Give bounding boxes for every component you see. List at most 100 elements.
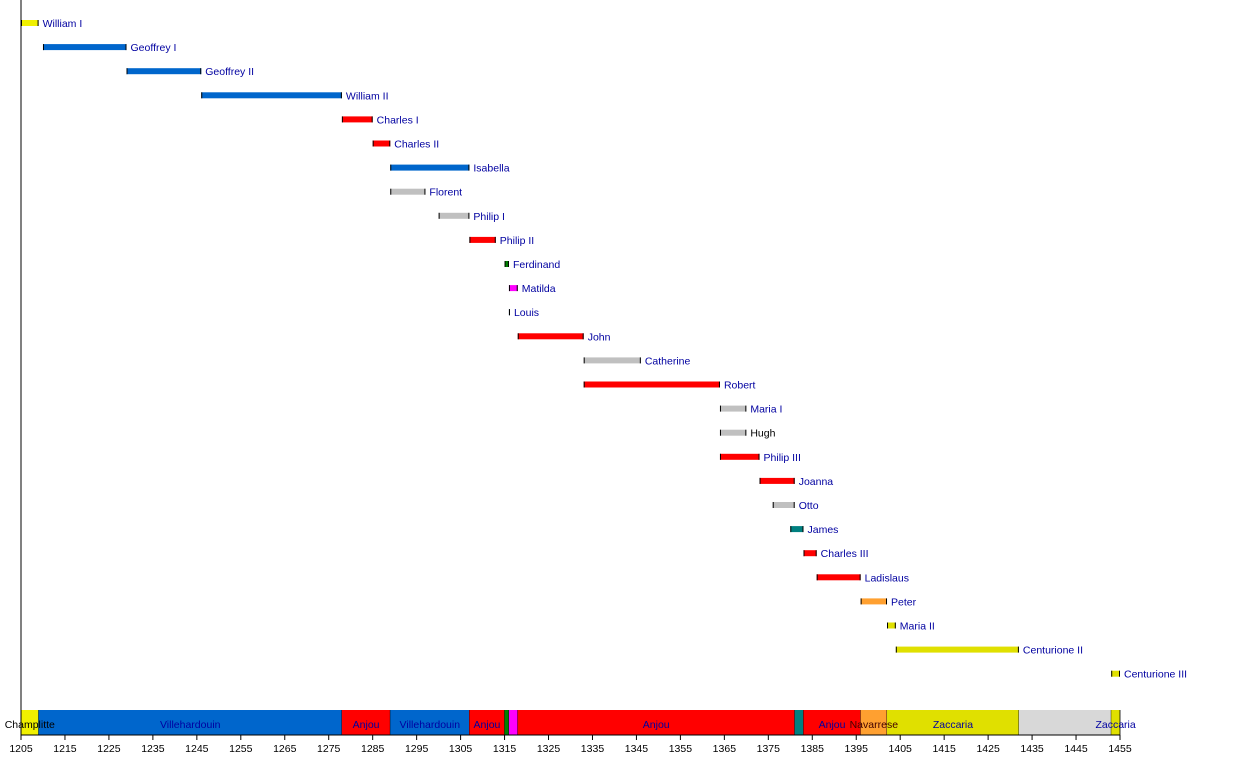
reign-end-tick bbox=[639, 357, 641, 364]
reign-label: Robert bbox=[724, 380, 756, 392]
x-tick-label: 1385 bbox=[801, 743, 825, 755]
dynasty-label: Anjou bbox=[353, 719, 380, 731]
reign-label: William I bbox=[43, 18, 83, 30]
dynasty-segment bbox=[469, 710, 505, 735]
dynasty-segment bbox=[803, 710, 861, 735]
reign-start-tick bbox=[390, 164, 392, 171]
reign-end-tick bbox=[494, 236, 496, 243]
reign-bar bbox=[372, 140, 391, 147]
reign-bar bbox=[772, 502, 795, 508]
reign-end-tick bbox=[718, 381, 720, 388]
reign-label: William II bbox=[346, 90, 389, 102]
reign-end-tick bbox=[468, 164, 470, 171]
x-tick-label: 1245 bbox=[185, 743, 209, 755]
x-tick-label: 1215 bbox=[53, 743, 77, 755]
reign-bar bbox=[201, 92, 342, 99]
reign-bar bbox=[887, 622, 896, 629]
reign-end-tick bbox=[424, 188, 426, 195]
dynasty-segment bbox=[1018, 710, 1112, 735]
x-tick-label: 1375 bbox=[757, 743, 781, 755]
reign-start-tick bbox=[719, 405, 721, 412]
reign-bar bbox=[469, 236, 496, 243]
reign-bar bbox=[341, 116, 373, 123]
x-tick-label: 1265 bbox=[273, 743, 297, 755]
reign-label: Joanna bbox=[799, 476, 834, 488]
x-tick-label: 1255 bbox=[229, 743, 253, 755]
dynasty-label: Villehardouin bbox=[400, 719, 461, 731]
x-tick-label: 1345 bbox=[625, 743, 649, 755]
reign-label: Peter bbox=[891, 596, 917, 608]
reign-start-tick bbox=[719, 453, 721, 460]
reign-start-tick bbox=[390, 188, 392, 195]
reign-bar bbox=[508, 285, 518, 292]
reign-label: Otto bbox=[799, 500, 819, 512]
reign-start-tick bbox=[583, 381, 585, 388]
reign-bar bbox=[21, 20, 39, 26]
reign-bar bbox=[860, 598, 888, 605]
dynasty-segment bbox=[860, 710, 888, 735]
reign-bar bbox=[803, 550, 817, 557]
x-tick-label: 1235 bbox=[141, 743, 165, 755]
dynasty-label: Anjou bbox=[819, 719, 846, 731]
reign-end-tick bbox=[793, 477, 795, 484]
reign-start-tick bbox=[517, 333, 519, 340]
dynasty-label: Anjou bbox=[474, 719, 501, 731]
reign-start-tick bbox=[126, 68, 128, 75]
reign-end-tick bbox=[1017, 646, 1019, 653]
reign-end-tick bbox=[508, 309, 510, 316]
reign-label: James bbox=[807, 524, 838, 536]
reign-end-tick bbox=[793, 502, 795, 508]
reign-end-tick bbox=[758, 453, 760, 460]
reign-end-tick bbox=[802, 526, 804, 533]
reign-label: Charles III bbox=[821, 548, 869, 560]
x-tick-label: 1455 bbox=[1108, 743, 1132, 755]
x-tick-label: 1305 bbox=[449, 743, 473, 755]
reign-label: Florent bbox=[429, 187, 462, 199]
x-tick-label: 1285 bbox=[361, 743, 385, 755]
dynasty-segment bbox=[508, 710, 518, 735]
reign-start-tick bbox=[790, 526, 792, 533]
reign-bar bbox=[390, 164, 470, 171]
reign-label: Philip III bbox=[764, 452, 801, 464]
reign-label: Philip I bbox=[473, 211, 505, 223]
reign-end-tick bbox=[1119, 670, 1120, 677]
reign-bar bbox=[390, 188, 426, 195]
reign-start-tick bbox=[508, 285, 510, 292]
x-tick-label: 1295 bbox=[405, 743, 429, 755]
x-tick-label: 1225 bbox=[97, 743, 121, 755]
reign-bar bbox=[517, 333, 584, 340]
dynasty-label: Zaccaria bbox=[1095, 719, 1135, 731]
reign-start-tick bbox=[372, 140, 374, 147]
reign-bar bbox=[583, 357, 641, 364]
dynasty-segment bbox=[517, 710, 795, 735]
dynasty-segment bbox=[390, 710, 470, 735]
reign-end-tick bbox=[745, 429, 747, 436]
reign-label: Charles II bbox=[394, 139, 439, 151]
dynasty-segment bbox=[341, 710, 391, 735]
reign-label: Catherine bbox=[645, 355, 691, 367]
reign-start-tick bbox=[1111, 670, 1113, 677]
reign-bar bbox=[504, 261, 509, 267]
reign-end-tick bbox=[886, 598, 888, 605]
dynasty-label: Navarrese bbox=[850, 719, 899, 731]
reign-label: Louis bbox=[514, 307, 539, 319]
dynasty-label: Anjou bbox=[643, 719, 670, 731]
reign-label: Hugh bbox=[750, 428, 775, 440]
dynasty-segment bbox=[1111, 710, 1120, 735]
reign-start-tick bbox=[438, 212, 440, 219]
reign-end-tick bbox=[815, 550, 817, 557]
dynasty-segment bbox=[504, 710, 509, 735]
dynasty-segment bbox=[21, 710, 39, 735]
reign-start-tick bbox=[583, 357, 585, 364]
reign-start-tick bbox=[887, 622, 889, 629]
x-tick-label: 1405 bbox=[889, 743, 913, 755]
reign-bar bbox=[438, 212, 470, 219]
reign-label: Maria I bbox=[750, 404, 782, 416]
x-tick-label: 1355 bbox=[669, 743, 693, 755]
dynasty-label: Zaccaria bbox=[933, 719, 973, 731]
dynasty-label: Champlitte bbox=[5, 719, 55, 731]
x-tick-label: 1325 bbox=[537, 743, 561, 755]
x-tick-label: 1335 bbox=[581, 743, 605, 755]
dynasty-segment bbox=[887, 710, 1019, 735]
